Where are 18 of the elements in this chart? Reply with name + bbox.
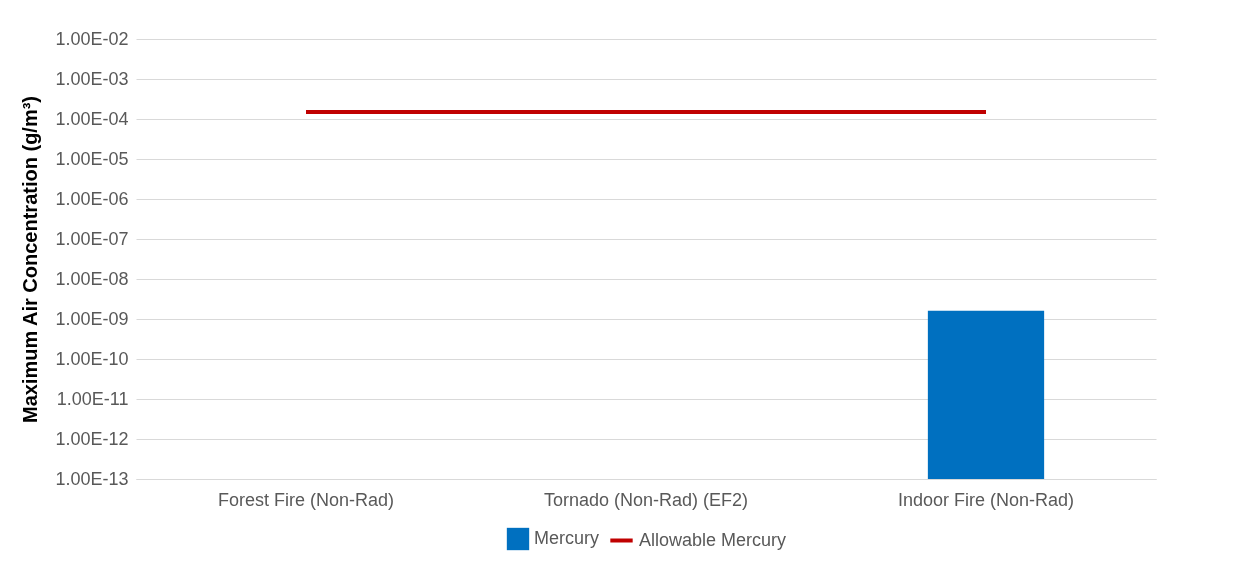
y-tick-label: 1.00E-10 bbox=[55, 348, 129, 369]
y-tick-label: 1.00E-12 bbox=[55, 428, 129, 449]
y-tick-label: 1.00E-02 bbox=[55, 28, 129, 49]
x-tick-label: Indoor Fire (Non-Rad) bbox=[897, 489, 1075, 510]
y-tick-label: 1.00E-05 bbox=[55, 148, 129, 169]
legend-label: Mercury bbox=[534, 528, 600, 548]
y-tick-label: 1.00E-03 bbox=[55, 68, 129, 89]
y-tick-label: 1.00E-11 bbox=[56, 388, 129, 409]
y-tick-label: 1.00E-08 bbox=[55, 268, 129, 289]
legend-label: Allowable Mercury bbox=[639, 529, 787, 550]
y-tick-label: 1.00E-06 bbox=[55, 188, 129, 209]
x-tick-label: Tornado (Non-Rad) (EF2) bbox=[543, 489, 749, 510]
y-tick-label: 1.00E-09 bbox=[55, 308, 129, 329]
y-axis-title: Maximum Air Concentration (g/m³) bbox=[19, 95, 42, 424]
y-tick-label: 1.00E-13 bbox=[55, 468, 129, 489]
y-tick-label: 1.00E-07 bbox=[55, 228, 129, 249]
y-tick-label: 1.00E-04 bbox=[55, 108, 129, 129]
x-tick-label: Forest Fire (Non-Rad) bbox=[217, 489, 395, 510]
